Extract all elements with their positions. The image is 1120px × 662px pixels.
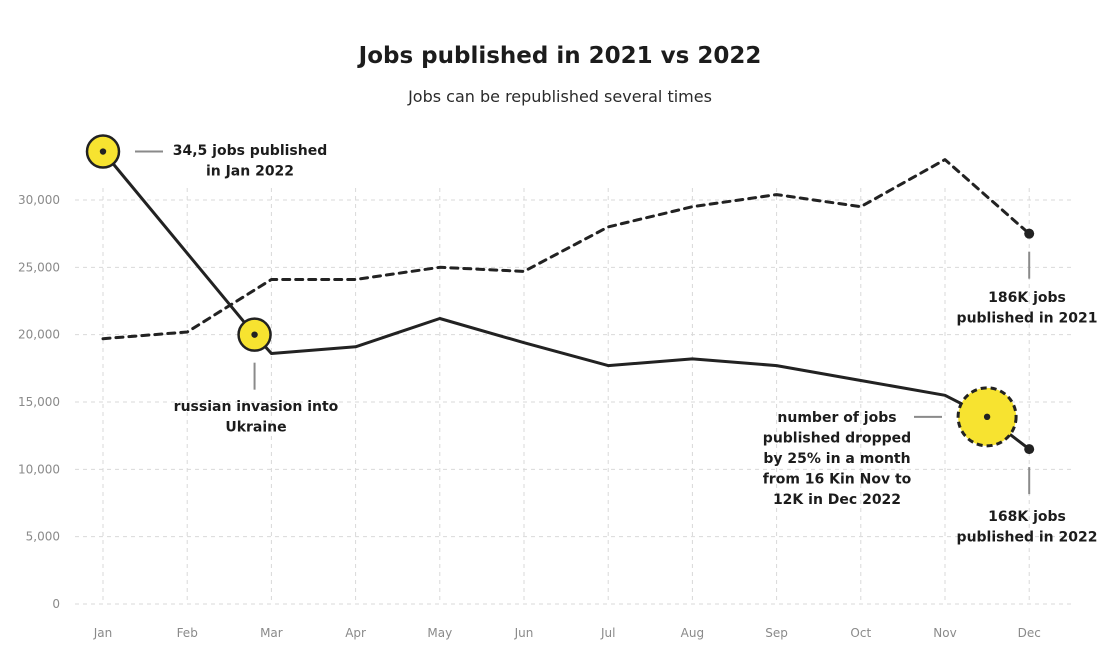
- x-axis-ticks: Jan Feb Mar Apr May Jun Jul Aug Sep Oct Nov Dec: [93, 626, 1041, 640]
- y-tick-label: 15,000: [18, 395, 60, 409]
- y-tick-label: 20,000: [18, 328, 60, 342]
- y-tick-label: 5,000: [26, 530, 60, 544]
- series-line-s2021: [101, 158, 1031, 341]
- x-tick-label: Mar: [260, 626, 283, 640]
- x-tick-label: Oct: [850, 626, 871, 640]
- chart-subtitle: Jobs can be republished several times: [407, 87, 712, 106]
- x-tick-label: Jul: [600, 626, 615, 640]
- jan-2022-annotation: 34,5 jobs published in Jan 2022: [173, 143, 328, 180]
- end-2022-annotation-line: published in 2022: [957, 530, 1098, 546]
- series-line-s2022: [101, 150, 1031, 451]
- y-tick-label: 10,000: [18, 462, 60, 476]
- drop-annotation-line: 12K in Dec 2022: [773, 492, 901, 508]
- invasion-annotation-line: Ukraine: [225, 420, 286, 436]
- invasion-highlight-marker-dot: [251, 331, 258, 338]
- x-tick-label: Sep: [765, 626, 788, 640]
- jan-2022-annotation-line: 34,5 jobs published: [173, 143, 328, 159]
- end-2021-annotation-line: published in 2021: [957, 311, 1098, 327]
- drop-annotation-line: number of jobs: [777, 410, 896, 426]
- series-lines: [101, 150, 1031, 451]
- jan-2022-highlight-marker-dot: [99, 148, 107, 155]
- end-2021-annotation-line: 186K jobs: [988, 290, 1066, 306]
- drop-annotation-line: published dropped: [763, 431, 911, 447]
- end-2022-annotation-line: 168K jobs: [988, 509, 1066, 525]
- drop-annotation-line: by 25% in a month: [763, 451, 910, 467]
- x-tick-label: Dec: [1018, 626, 1041, 640]
- invasion-annotation: russian invasion into Ukraine: [174, 399, 339, 436]
- grid: [75, 188, 1072, 605]
- x-tick-label: Jan: [93, 626, 113, 640]
- end-2021-annotation: 186K jobs published in 2021: [957, 290, 1098, 327]
- x-tick-label: Apr: [345, 626, 366, 640]
- x-tick-label: May: [427, 626, 452, 640]
- x-tick-label: Jun: [514, 626, 534, 640]
- invasion-annotation-line: russian invasion into: [174, 399, 339, 415]
- y-tick-label: 30,000: [18, 193, 60, 207]
- drop-annotation: number of jobs published dropped by 25% in…: [763, 410, 912, 508]
- end-2022-annotation: 168K jobs published in 2022: [957, 509, 1098, 546]
- jan-2022-annotation-line: in Jan 2022: [206, 164, 294, 180]
- x-tick-label: Aug: [681, 626, 704, 640]
- end-2022-marker: [1024, 444, 1035, 455]
- x-tick-label: Nov: [933, 626, 956, 640]
- y-tick-label: 25,000: [18, 260, 60, 274]
- drop-annotation-line: from 16 Kin Nov to: [763, 472, 912, 488]
- annotations: 34,5 jobs published in Jan 2022 russian in…: [85, 134, 1098, 546]
- y-axis-ticks: 0 5,000 10,000 15,000 20,000 25,000 30,000: [18, 193, 60, 611]
- end-2021-marker: [1024, 228, 1035, 239]
- drop-highlight-marker-dot: [983, 413, 991, 421]
- chart-title: Jobs published in 2021 vs 2022: [357, 43, 762, 69]
- x-tick-label: Feb: [177, 626, 198, 640]
- y-tick-label: 0: [52, 597, 60, 611]
